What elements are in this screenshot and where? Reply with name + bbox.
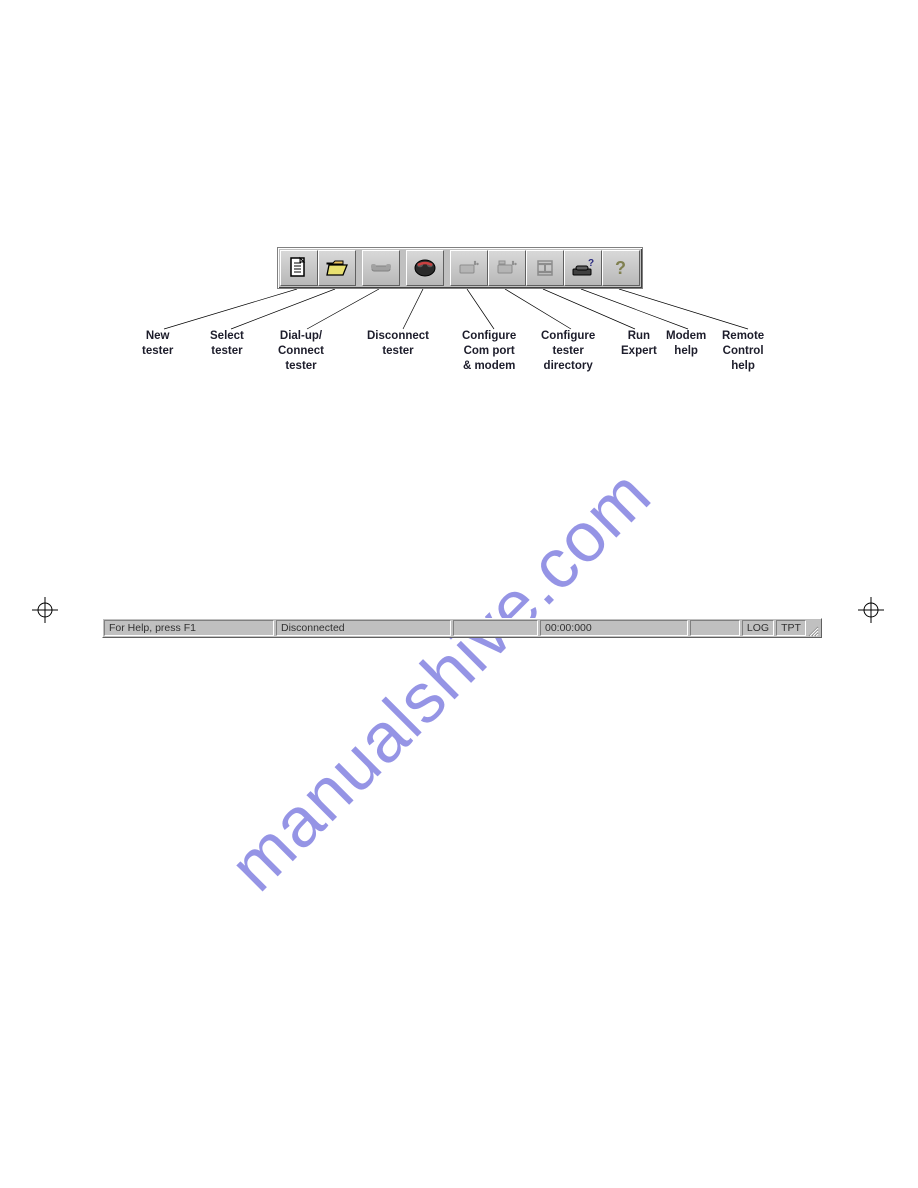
configure-comport-button[interactable] [450, 250, 488, 286]
registration-mark-right [858, 597, 884, 623]
run-expert-label: Run Expert [621, 329, 657, 359]
phone-hangup-icon [412, 257, 438, 279]
new-tester-button[interactable] [280, 250, 318, 286]
modem-help-icon: ? [570, 257, 596, 279]
expert-icon [534, 257, 556, 279]
config-port-icon [457, 258, 481, 278]
modem-help-button[interactable]: ? [564, 250, 602, 286]
dialup-connect-button[interactable] [362, 250, 400, 286]
label-connector-lines [0, 289, 918, 349]
watermark-text: manualshive.com [214, 454, 666, 906]
remote-help-label: Remote Control help [722, 329, 764, 374]
document-icon [288, 256, 310, 280]
status-blank-pane [453, 620, 538, 636]
status-state-pane: Disconnected [276, 620, 451, 636]
configure-comport-label: Configure Com port & modem [462, 329, 516, 374]
phone-dial-icon [369, 258, 393, 278]
new-tester-label: New tester [142, 329, 173, 359]
configure-directory-button[interactable] [488, 250, 526, 286]
status-tpt-pane: TPT [776, 620, 806, 636]
folder-open-icon [325, 257, 349, 279]
status-blank2-pane [690, 620, 740, 636]
configure-dir-label: Configure tester directory [541, 329, 595, 374]
config-dir-icon [495, 258, 519, 278]
svg-text:?: ? [588, 258, 594, 269]
status-bar: For Help, press F1 Disconnected 00:00:00… [102, 618, 822, 638]
status-time-pane: 00:00:000 [540, 620, 688, 636]
remote-help-button[interactable]: ? [602, 250, 640, 286]
select-tester-button[interactable] [318, 250, 356, 286]
status-help-pane: For Help, press F1 [104, 620, 274, 636]
disconnect-tester-label: Disconnect tester [367, 329, 429, 359]
question-icon: ? [611, 257, 631, 279]
page: manualshive.com [0, 0, 918, 1188]
toolbar: ? ? [277, 247, 643, 289]
select-tester-label: Select tester [210, 329, 244, 359]
svg-text:?: ? [615, 258, 626, 278]
registration-mark-left [32, 597, 58, 623]
run-expert-button[interactable] [526, 250, 564, 286]
status-log-pane: LOG [742, 620, 774, 636]
dialup-connect-label: Dial-up/ Connect tester [278, 329, 324, 374]
disconnect-tester-button[interactable] [406, 250, 444, 286]
resize-grip-icon [807, 619, 821, 637]
modem-help-label: Modem help [666, 329, 706, 359]
